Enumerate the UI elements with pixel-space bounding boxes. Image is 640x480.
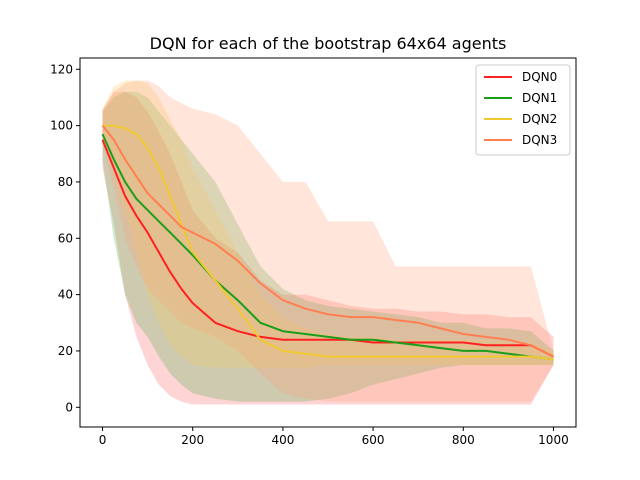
legend: DQN0 DQN1 DQN2 DQN3: [475, 64, 571, 156]
series-lines: [101, 124, 554, 361]
y-tick-label: 80: [58, 175, 73, 189]
confidence-bands: [102, 80, 554, 405]
chart-title: DQN for each of the bootstrap 64x64 agen…: [150, 34, 507, 53]
x-axis-ticks: 0 200 400 600 800 1000: [99, 427, 569, 447]
band-dqn0: [102, 91, 554, 405]
y-tick-label: 100: [50, 119, 73, 133]
legend-box: [475, 64, 571, 156]
y-tick-label: 40: [58, 288, 73, 302]
line-dqn3: [101, 124, 554, 358]
plot-frame: [79, 57, 577, 428]
x-tick-label: 800: [452, 433, 475, 447]
legend-label-dqn1: DQN1: [522, 91, 557, 105]
y-tick-label: 0: [65, 400, 73, 414]
x-tick-label: 200: [181, 433, 204, 447]
y-axis-ticks: 0 20 40 60 80 100 120: [50, 62, 80, 414]
legend-label-dqn0: DQN0: [522, 70, 557, 84]
band-dqn3: [102, 80, 554, 402]
legend-label-dqn3: DQN3: [522, 133, 557, 147]
legend-label-dqn2: DQN2: [522, 112, 557, 126]
y-tick-label: 20: [58, 344, 73, 358]
line-dqn2: [102, 124, 554, 361]
band-dqn1: [102, 91, 554, 402]
x-tick-label: 1000: [538, 433, 569, 447]
x-tick-label: 400: [271, 433, 294, 447]
x-tick-label: 0: [99, 433, 107, 447]
y-tick-label: 120: [50, 62, 73, 76]
x-tick-label: 600: [362, 433, 385, 447]
line-dqn0: [101, 139, 554, 358]
y-tick-label: 60: [58, 231, 73, 245]
line-dqn1: [101, 133, 554, 361]
band-dqn2: [102, 80, 554, 368]
